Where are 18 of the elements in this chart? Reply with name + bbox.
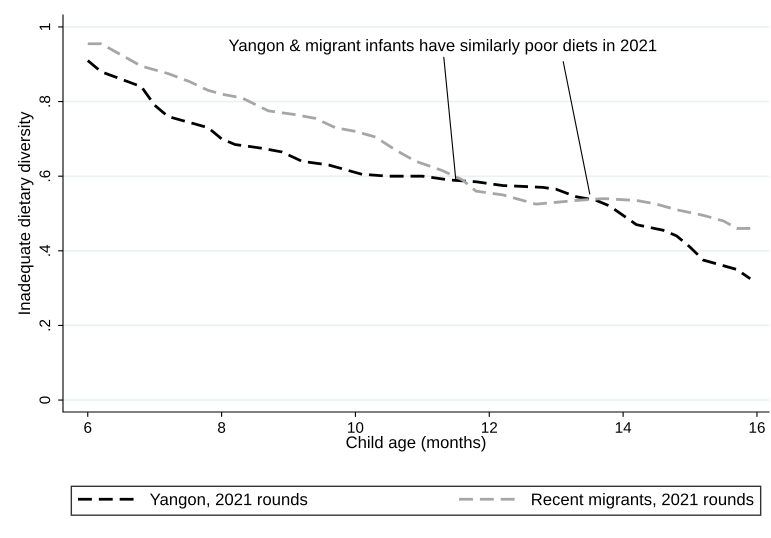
x-tick-label: 12 — [482, 422, 498, 433]
annotation: Yangon & migrant infants have similarly poor diets in 2021 — [228, 38, 656, 55]
line-series — [86, 59, 752, 280]
y-axis-title: Inadequate dietary diversity — [18, 112, 34, 314]
x-tick-label: 16 — [750, 422, 765, 433]
x-tick-label: 6 — [84, 422, 92, 433]
x-axis-title: Child age (months) — [346, 436, 486, 452]
x-tick-label: 8 — [218, 422, 226, 433]
y-tick-label: .6 — [39, 170, 50, 182]
y-tick-label: .4 — [40, 244, 50, 256]
x-tick-label: 10 — [348, 422, 364, 433]
legend-label: Recent migrants, 2021 rounds — [532, 493, 754, 509]
legend-label: Yangon, 2021 rounds — [150, 493, 308, 509]
y-tick-label: .2 — [39, 320, 50, 330]
x-tick-label: 14 — [616, 422, 632, 433]
y-tick-label: 1 — [40, 23, 50, 30]
y-tick-label: .8 — [39, 96, 50, 107]
y-tick-label: 0 — [39, 396, 50, 404]
